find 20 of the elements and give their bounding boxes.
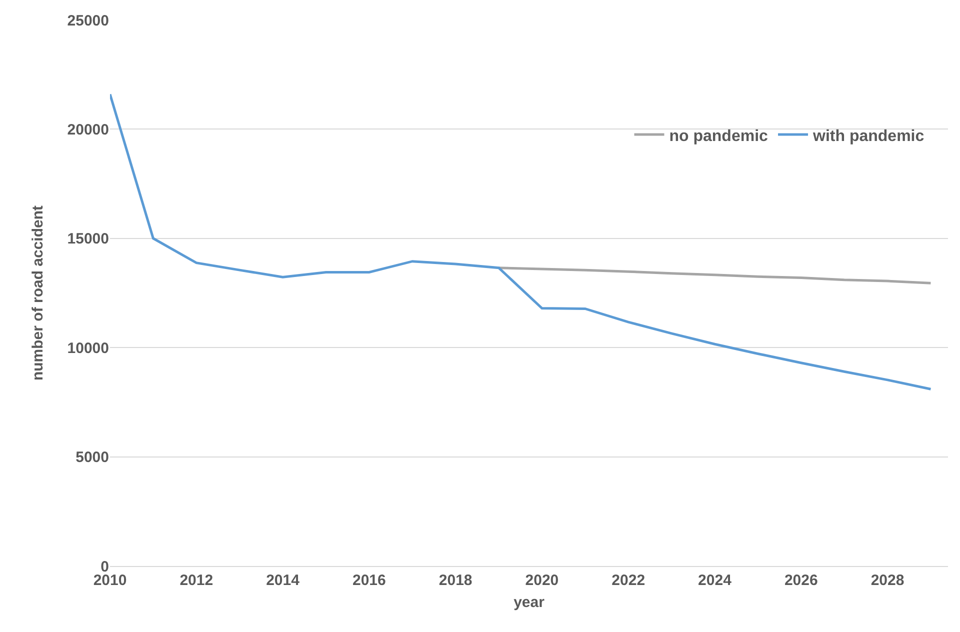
x-tick-label: 2014	[266, 572, 300, 589]
line-series	[498, 266, 932, 284]
x-tick-label: 2018	[438, 572, 472, 589]
y-tick-label: 25000	[67, 12, 109, 30]
y-tick-label: 20000	[67, 121, 109, 138]
x-tick-label: 2024	[698, 572, 732, 589]
line-series	[110, 93, 932, 390]
x-tick-label: 2016	[352, 572, 386, 589]
x-axis-title: year	[514, 594, 545, 611]
legend-label: with pandemic	[812, 128, 924, 145]
y-axis-title: number of road accident	[30, 205, 47, 381]
y-tick-label: 15000	[67, 230, 109, 248]
x-tick-label: 2022	[612, 572, 646, 589]
x-tick-label: 2028	[870, 572, 904, 589]
y-tick-label: 5000	[76, 449, 109, 466]
x-tick-label: 2026	[784, 572, 818, 589]
y-tick-label: 10000	[67, 340, 109, 357]
x-tick-label: 2020	[525, 572, 559, 589]
x-tick-label: 2012	[180, 572, 214, 589]
legend-label: no pandemic	[669, 128, 768, 145]
